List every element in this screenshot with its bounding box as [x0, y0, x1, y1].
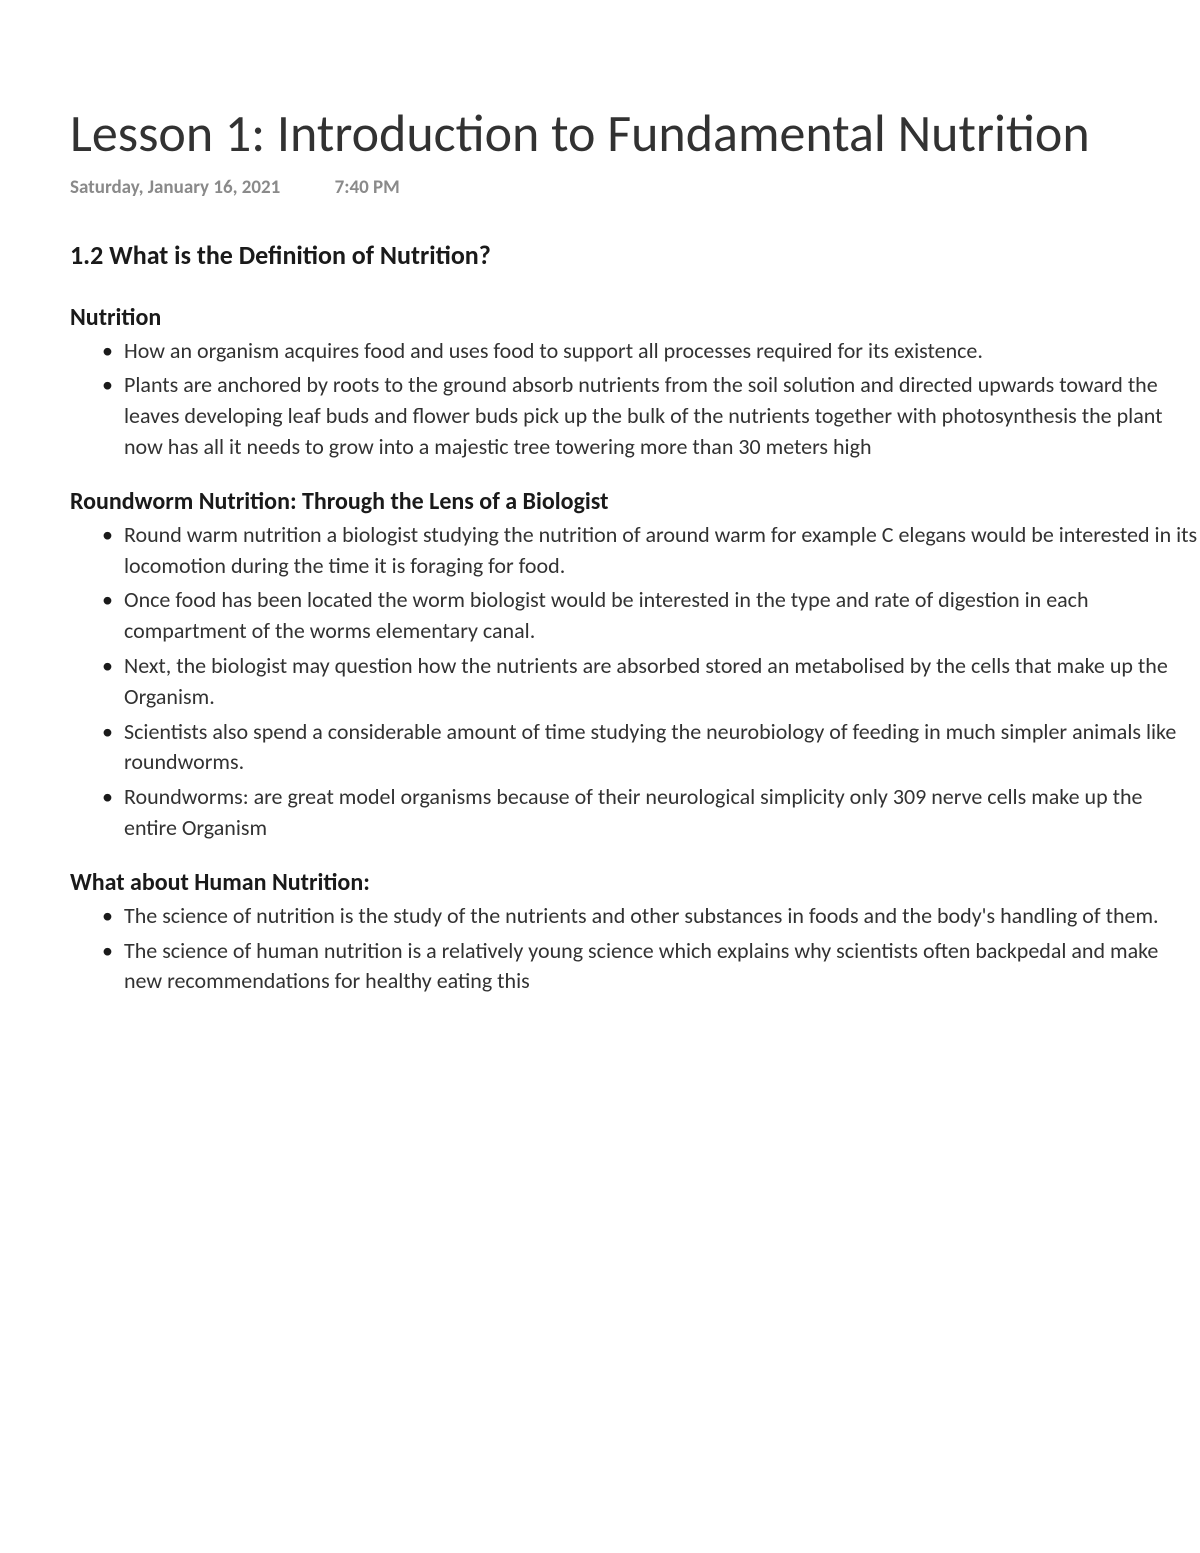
- meta-date: Saturday, January 16, 2021: [70, 176, 280, 199]
- list-item: Plants are anchored by roots to the grou…: [70, 370, 1200, 462]
- meta-line: Saturday, January 16, 2021 7:40 PM: [70, 176, 1200, 199]
- bullet-list: Round warm nutrition a biologist studyin…: [70, 520, 1200, 844]
- bullet-list: The science of nutrition is the study of…: [70, 901, 1200, 997]
- meta-time: 7:40 PM: [335, 176, 400, 199]
- subsection-heading-roundworm: Roundworm Nutrition: Through the Lens of…: [70, 487, 1200, 516]
- list-item: Once food has been located the worm biol…: [70, 585, 1200, 647]
- list-item: Scientists also spend a considerable amo…: [70, 717, 1200, 779]
- list-item: Roundworms: are great model organisms be…: [70, 782, 1200, 844]
- list-item: The science of human nutrition is a rela…: [70, 936, 1200, 998]
- section-heading: 1.2 What is the Definition of Nutrition?: [70, 239, 1200, 271]
- page-title: Lesson 1: Introduction to Fundamental Nu…: [70, 100, 1200, 168]
- list-item: How an organism acquires food and uses f…: [70, 336, 1200, 367]
- list-item: Round warm nutrition a biologist studyin…: [70, 520, 1200, 582]
- subsection-heading-nutrition: Nutrition: [70, 303, 1200, 332]
- subsection-heading-human: What about Human Nutrition:: [70, 868, 1200, 897]
- list-item: Next, the biologist may question how the…: [70, 651, 1200, 713]
- bullet-list: How an organism acquires food and uses f…: [70, 336, 1200, 463]
- list-item: The science of nutrition is the study of…: [70, 901, 1200, 932]
